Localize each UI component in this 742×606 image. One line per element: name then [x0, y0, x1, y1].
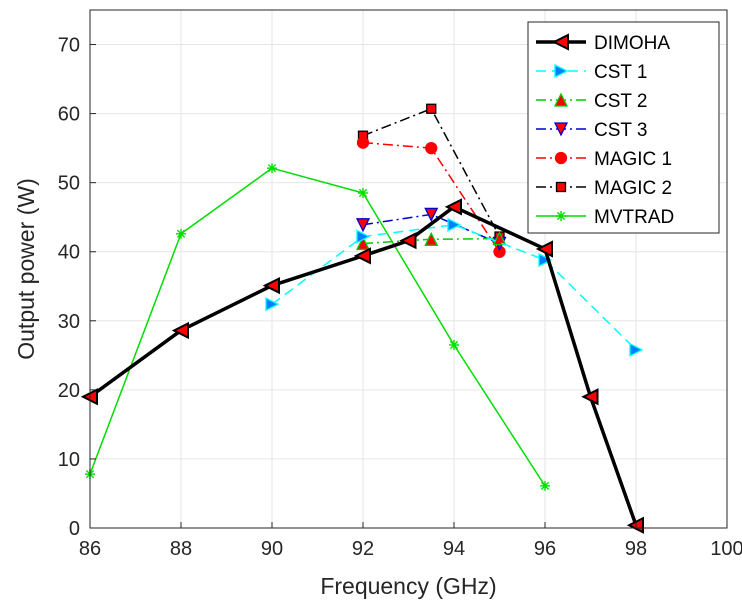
- y-tick-label: 70: [58, 35, 80, 57]
- legend-label: CST 1: [594, 62, 648, 83]
- y-tick-label: 40: [58, 242, 80, 264]
- data-point: [444, 198, 462, 216]
- axis-ticks: 86 88 90 92 94 96 98 100 0 10 20 30 40 50 60 70: [58, 35, 742, 560]
- data-point: [426, 103, 437, 114]
- series-line: [271, 224, 637, 351]
- data-point: [554, 63, 569, 79]
- legend-label: MAGIC 2: [594, 178, 672, 199]
- x-tick-label: 92: [352, 538, 374, 560]
- legend-label: MVTRAD: [594, 207, 674, 228]
- data-point: [356, 136, 370, 149]
- data-point: [399, 232, 417, 250]
- legend-item: CST 1: [536, 62, 648, 83]
- data-point: [355, 218, 371, 233]
- data-point: [353, 247, 371, 265]
- data-point: [425, 141, 438, 155]
- data-point: [538, 252, 553, 268]
- data-point: [267, 163, 277, 174]
- legend-label: CST 2: [594, 91, 648, 112]
- legend-item: CST 3: [536, 120, 648, 141]
- data-point: [176, 228, 186, 239]
- data-point: [355, 235, 371, 251]
- legend-item: CST 2: [536, 91, 648, 112]
- data-point: [356, 229, 371, 244]
- series-cst-2: [355, 231, 507, 251]
- data-point: [492, 231, 507, 246]
- plot-area: [89, 9, 728, 529]
- data-point: [540, 480, 550, 491]
- series-mvtrad: [85, 163, 550, 491]
- series-line: [362, 108, 501, 237]
- series-line: [89, 167, 546, 487]
- legend-label: DIMOHA: [594, 33, 670, 54]
- x-tick-label: 94: [443, 538, 465, 560]
- legend-item: DIMOHA: [536, 33, 670, 54]
- y-tick-label: 30: [58, 311, 80, 333]
- data-point: [556, 211, 566, 221]
- data-point: [551, 33, 569, 51]
- x-tick-label: 100: [710, 538, 742, 560]
- legend-item: MVTRAD: [536, 207, 674, 228]
- x-tick-label: 86: [79, 538, 101, 560]
- x-tick-label: 96: [534, 538, 556, 560]
- data-point: [265, 297, 280, 312]
- data-point: [554, 151, 568, 165]
- series-magic-1: [356, 136, 506, 258]
- y-tick-label: 50: [58, 173, 80, 195]
- series-cst-1: [265, 217, 644, 357]
- y-tick-label: 60: [58, 104, 80, 126]
- x-tick-label: 88: [170, 538, 192, 560]
- data-point: [424, 207, 439, 222]
- x-axis-title: Frequency (GHz): [320, 573, 496, 599]
- series-layer: [80, 103, 644, 534]
- data-point: [171, 321, 189, 340]
- data-point: [555, 181, 567, 193]
- data-point: [424, 231, 439, 246]
- data-point: [358, 188, 368, 199]
- y-tick-label: 0: [69, 518, 80, 540]
- data-point: [447, 217, 462, 232]
- data-point: [535, 240, 553, 258]
- legend-item: MAGIC 2: [536, 178, 672, 199]
- data-point: [553, 122, 569, 137]
- data-point: [581, 388, 599, 406]
- data-point: [629, 342, 644, 357]
- y-axis-title: Output power (W): [13, 178, 39, 360]
- y-tick-label: 20: [58, 380, 80, 402]
- data-point: [449, 339, 459, 350]
- legend-item: MAGIC 1: [536, 149, 672, 170]
- x-tick-label: 98: [625, 538, 647, 560]
- legend-label: MAGIC 1: [594, 149, 672, 170]
- legend: DIMOHA CST 1 CST 2 CST 3 MAGIC 1 MAGIC 2 MVTRA…: [527, 21, 720, 234]
- data-point: [553, 92, 569, 107]
- legend-label: CST 3: [594, 120, 648, 141]
- data-point: [262, 276, 280, 295]
- y-tick-label: 10: [58, 449, 80, 471]
- x-tick-label: 90: [261, 538, 283, 560]
